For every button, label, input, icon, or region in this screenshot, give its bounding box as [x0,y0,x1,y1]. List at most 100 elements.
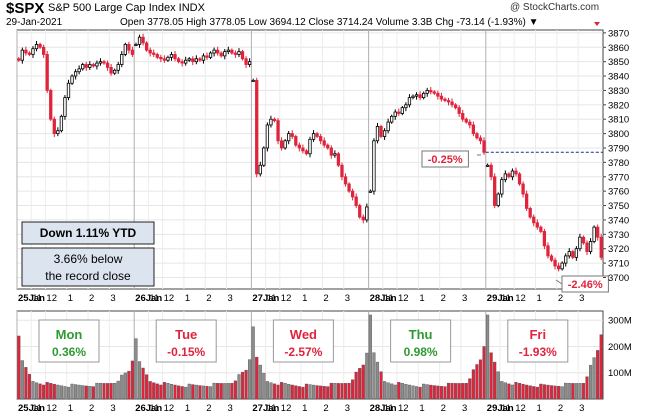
volume-series [17,314,603,400]
volume-bar [184,386,188,400]
volume-bar [482,346,486,400]
time-label: 12 [398,403,409,414]
volume-bar [276,384,280,400]
candle-body [500,179,504,195]
candle-body [386,121,390,132]
candle-body [290,133,294,137]
time-label: 2 [323,293,328,304]
volume-bar [514,382,518,400]
volume-bar [397,382,401,400]
volume-bar [333,383,337,400]
volume-bar [159,384,163,400]
time-label: 3 [345,293,350,304]
volume-bar [272,383,277,400]
candle-body [148,49,152,54]
volume-bar [223,383,227,400]
copyright: @ StockCharts.com [510,2,600,13]
volume-bar [269,382,273,400]
price-tick-label: 3790 [608,143,629,154]
price-tick-label: 3800 [608,129,629,140]
candle-body [592,226,596,242]
volume-bar [180,386,184,400]
volume-bar [486,314,490,400]
candle-body [581,236,586,244]
candle-body [247,61,252,65]
time-label: 26Jan [135,293,162,304]
candle-body [91,64,96,67]
candle-body [461,113,465,120]
axis-labels: 3700 3710 3720 3730 3740 3750 3760 3770 3780 3790… [18,28,632,414]
candle-body [152,52,156,55]
candle-body [524,193,529,209]
volume-bar [454,383,458,400]
record-box [21,247,155,287]
candle-body [20,49,24,61]
volume-bar [120,374,124,400]
candle-body [510,170,515,178]
time-label: 2 [89,403,94,414]
candle-body [393,111,397,117]
candle-body [141,36,145,44]
volume-bar [546,384,550,400]
volume-bar [429,384,433,400]
candle-body [322,140,326,146]
time-label: 28Jan [370,293,397,304]
volume-bar [528,385,532,400]
candle-body [81,64,85,70]
volume-bar [404,383,408,400]
candle-body [319,136,323,142]
volume-bar [287,383,291,400]
volume-bar [205,386,209,400]
volume-bar [308,384,312,400]
candle-body [251,79,255,82]
candle-body [503,173,507,181]
candle-body [216,49,220,54]
price-tick-label: 3700 [608,273,629,284]
volume-bar [42,384,46,400]
candle-body [493,176,497,206]
time-label: 12 [281,403,292,414]
volume-bar [127,370,131,400]
candle-body [52,118,56,135]
volume-bar [59,385,63,400]
time-label: 1 [68,403,73,414]
candle-body [205,55,209,58]
time-label: 2 [441,293,446,304]
volume-bar [63,386,67,400]
candle-body [219,52,223,57]
volume-bar [557,386,561,400]
volume-bar [507,383,511,400]
day-change-pct: 0.36% [52,345,86,359]
candle-body [176,58,181,63]
time-label: 29Jan [487,403,514,414]
day-change-name: Thu [409,327,433,342]
candle-body [382,130,387,137]
volume-bar [532,386,536,400]
time-label: 2 [323,403,328,414]
time-label: 26Jan [135,403,162,414]
volume-bar [56,384,60,400]
volume-bar [329,382,333,400]
candle-body [98,61,103,64]
volume-bar [542,384,546,400]
time-label: 1 [68,293,73,304]
day-change-box [390,319,452,363]
volume-bar [496,371,500,400]
candle-body [560,262,564,270]
volume-bar [564,382,568,400]
volume-bar [411,385,415,400]
candle-body [414,94,419,97]
price-tick-label: 3780 [608,158,629,169]
time-label: 3 [345,403,350,414]
candle-body [315,133,319,137]
candle-body [276,120,280,142]
volume-bar [45,382,49,400]
volume-bar [493,361,497,400]
volume-bar [386,382,390,400]
candle-body [66,82,71,99]
time-label: 2 [89,293,94,304]
volume-bar [70,383,74,400]
volume-bar [468,378,472,400]
time-label: 28Jan [370,403,397,414]
volume-bar [49,383,53,400]
